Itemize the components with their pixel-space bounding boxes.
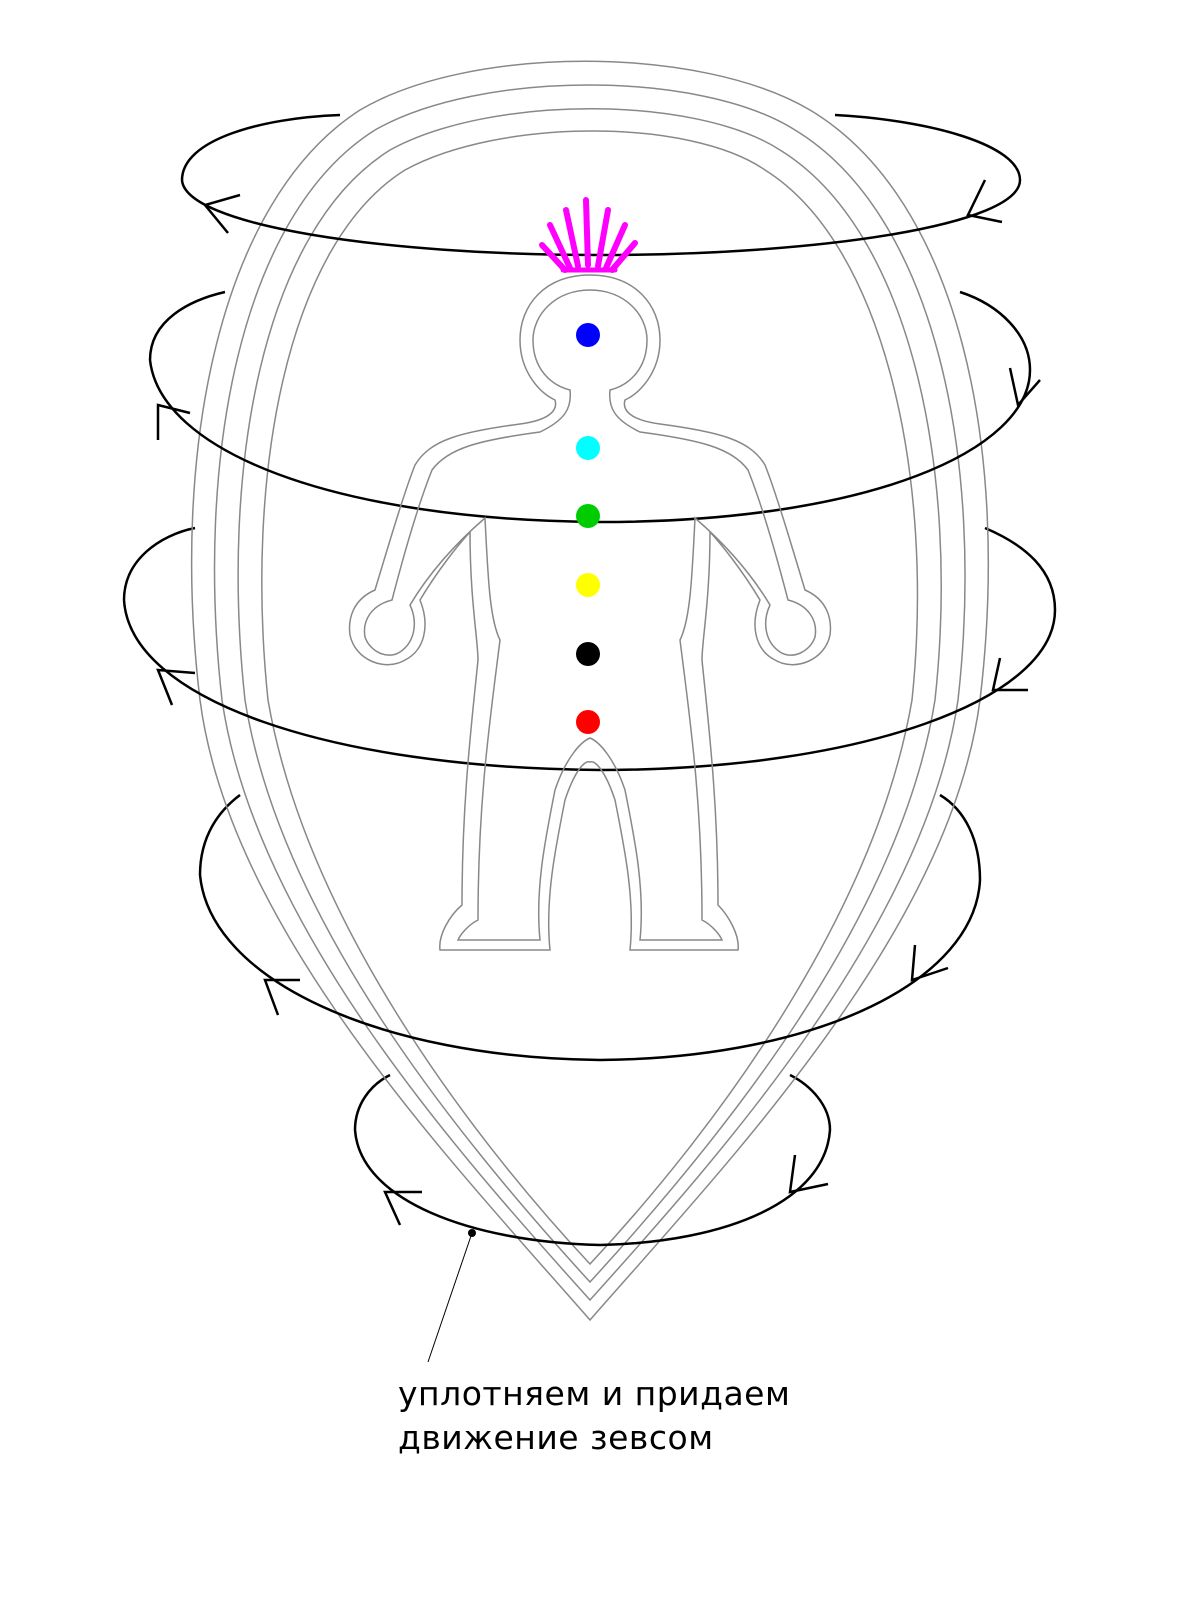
vortex-ring-3-back xyxy=(122,526,196,601)
chakra-solar-yellow xyxy=(576,573,600,597)
arrow-head-icon xyxy=(202,193,241,234)
crown-ray xyxy=(547,222,573,271)
vortex-ring-2-back-right xyxy=(959,290,1032,371)
human-figure xyxy=(348,274,832,951)
vortex-ring-5-back xyxy=(353,1073,391,1131)
pointer-dot-icon xyxy=(468,1229,476,1237)
aura-layer-2 xyxy=(213,84,966,1302)
arrow-head-icon xyxy=(788,1154,829,1194)
chakra-crown-blue xyxy=(576,323,600,347)
caption-line-2: движение зевсом xyxy=(398,1418,714,1457)
arrow-head-icon xyxy=(910,944,949,982)
human-figure-outer-outline xyxy=(348,274,832,951)
crown-ray xyxy=(583,197,591,268)
caption: уплотняем и придаем движение зевсом xyxy=(398,1372,790,1460)
vortex-ring-5-back-right xyxy=(789,1073,832,1131)
crown-ray xyxy=(595,207,611,269)
vortex-ring-4-back xyxy=(198,794,241,876)
arrow-head-icon xyxy=(966,179,1003,224)
crown-ray xyxy=(563,207,581,269)
chakra-root-red xyxy=(576,710,600,734)
pointer-line xyxy=(427,1232,473,1363)
rotation-arrows xyxy=(156,179,1041,1226)
caption-line-1: уплотняем и придаем xyxy=(398,1374,791,1413)
chakra-heart-green xyxy=(576,504,600,528)
chakra-throat-cyan xyxy=(576,436,600,460)
vortex-ring-5-front xyxy=(353,1129,832,1247)
caption-pointer xyxy=(427,1229,476,1363)
crown-ray xyxy=(539,242,568,273)
aura-layer-1 xyxy=(190,60,990,1322)
arrow-head-icon xyxy=(1008,367,1041,408)
vortex-ring-4-back-right xyxy=(939,793,982,881)
vortex-ring-2-front xyxy=(148,359,1032,524)
vortex-ring-3-back-right xyxy=(984,526,1057,611)
arrow-head-icon xyxy=(383,1190,422,1226)
crown-ray xyxy=(609,240,638,273)
vortex-ring-4-front xyxy=(198,874,982,1062)
arrow-head-icon xyxy=(156,403,191,440)
aura-layers xyxy=(190,60,990,1322)
vortex-ring-3-front xyxy=(122,599,1057,772)
vortex-ring-1-back-right xyxy=(834,113,1022,181)
vortex-ring-2-back xyxy=(148,290,226,361)
chakras xyxy=(576,323,600,734)
vortex-ring-1-back xyxy=(180,113,341,181)
human-figure-inner-outline xyxy=(363,289,817,941)
crown-ray xyxy=(603,222,628,271)
arrow-head-icon xyxy=(991,657,1028,692)
arrow-head-icon xyxy=(156,668,196,706)
crown-rays xyxy=(539,197,638,273)
arrow-head-icon xyxy=(263,978,300,1016)
aura-layer-4 xyxy=(261,130,919,1266)
chakra-sacral-black xyxy=(576,642,600,666)
aura-layer-3 xyxy=(237,108,942,1284)
vortex-rings-back xyxy=(122,113,1057,1131)
